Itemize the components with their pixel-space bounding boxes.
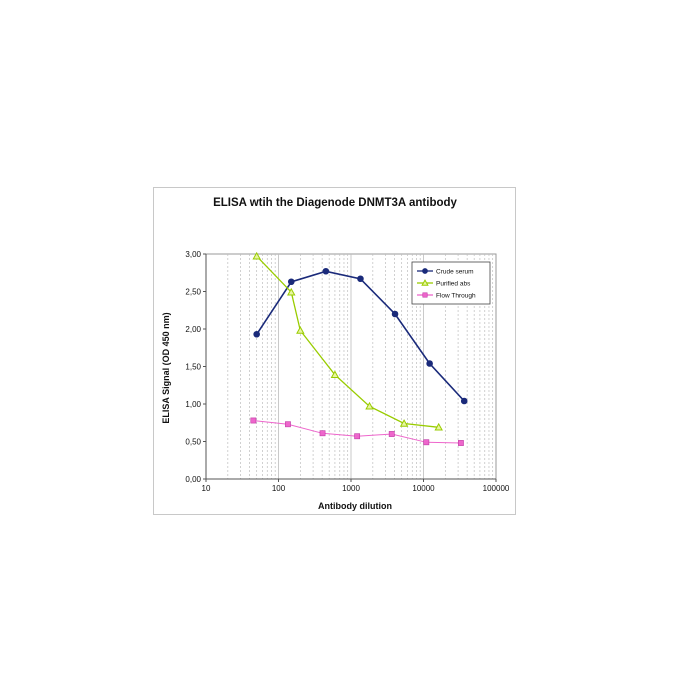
x-tick-label: 100000 <box>483 484 510 493</box>
legend-label: Flow Through <box>436 292 476 299</box>
data-point <box>422 268 428 274</box>
data-point <box>296 326 305 334</box>
data-point <box>422 292 428 298</box>
chart-canvas: ELISA wtih the Diagenode DNMT3A antibody… <box>161 197 510 511</box>
data-point <box>357 275 364 283</box>
x-tick-label: 10000 <box>412 484 435 493</box>
data-point <box>319 430 326 437</box>
chart-frame: ELISA wtih the Diagenode DNMT3A antibody… <box>153 187 516 515</box>
series-purified-abs <box>252 251 443 431</box>
legend: Crude serum Purified abs Flow Through <box>411 261 491 305</box>
y-tick-label: 0,00 <box>185 475 201 484</box>
data-point <box>423 439 430 446</box>
data-point <box>354 433 361 440</box>
data-point <box>399 419 409 427</box>
data-point <box>421 279 429 286</box>
y-tick-label: 1,50 <box>185 363 201 372</box>
data-point <box>458 440 464 446</box>
data-point <box>285 421 291 428</box>
data-point <box>287 287 296 296</box>
data-point <box>391 310 399 318</box>
data-point <box>426 360 433 367</box>
x-axis-label: Antibody dilution <box>318 501 392 511</box>
data-point <box>330 370 340 378</box>
x-tick-label: 100 <box>272 484 286 493</box>
series-crude-serum <box>253 267 468 405</box>
data-point <box>434 422 443 431</box>
data-point <box>250 417 257 424</box>
legend-label: Purified abs <box>436 280 471 287</box>
y-axis-label: ELISA Signal (OD 450 nm) <box>161 312 171 423</box>
data-point <box>253 330 260 338</box>
data-point <box>365 401 374 410</box>
data-point <box>252 251 261 260</box>
chart-title: ELISA wtih the Diagenode DNMT3A antibody <box>213 197 457 209</box>
data-point <box>388 431 395 437</box>
legend-label: Crude serum <box>436 268 474 275</box>
y-tick-label: 0,50 <box>185 438 201 447</box>
x-tick-label: 1000 <box>342 484 360 493</box>
data-point <box>322 267 330 275</box>
y-tick-label: 2,00 <box>185 325 201 334</box>
data-point <box>287 278 295 286</box>
data-point <box>460 397 468 405</box>
series-flow-through <box>250 417 464 446</box>
y-tick-label: 3,00 <box>185 250 201 259</box>
y-tick-label: 2,50 <box>185 288 201 297</box>
x-tick-label: 10 <box>202 484 211 493</box>
y-tick-label: 1,00 <box>185 400 201 409</box>
